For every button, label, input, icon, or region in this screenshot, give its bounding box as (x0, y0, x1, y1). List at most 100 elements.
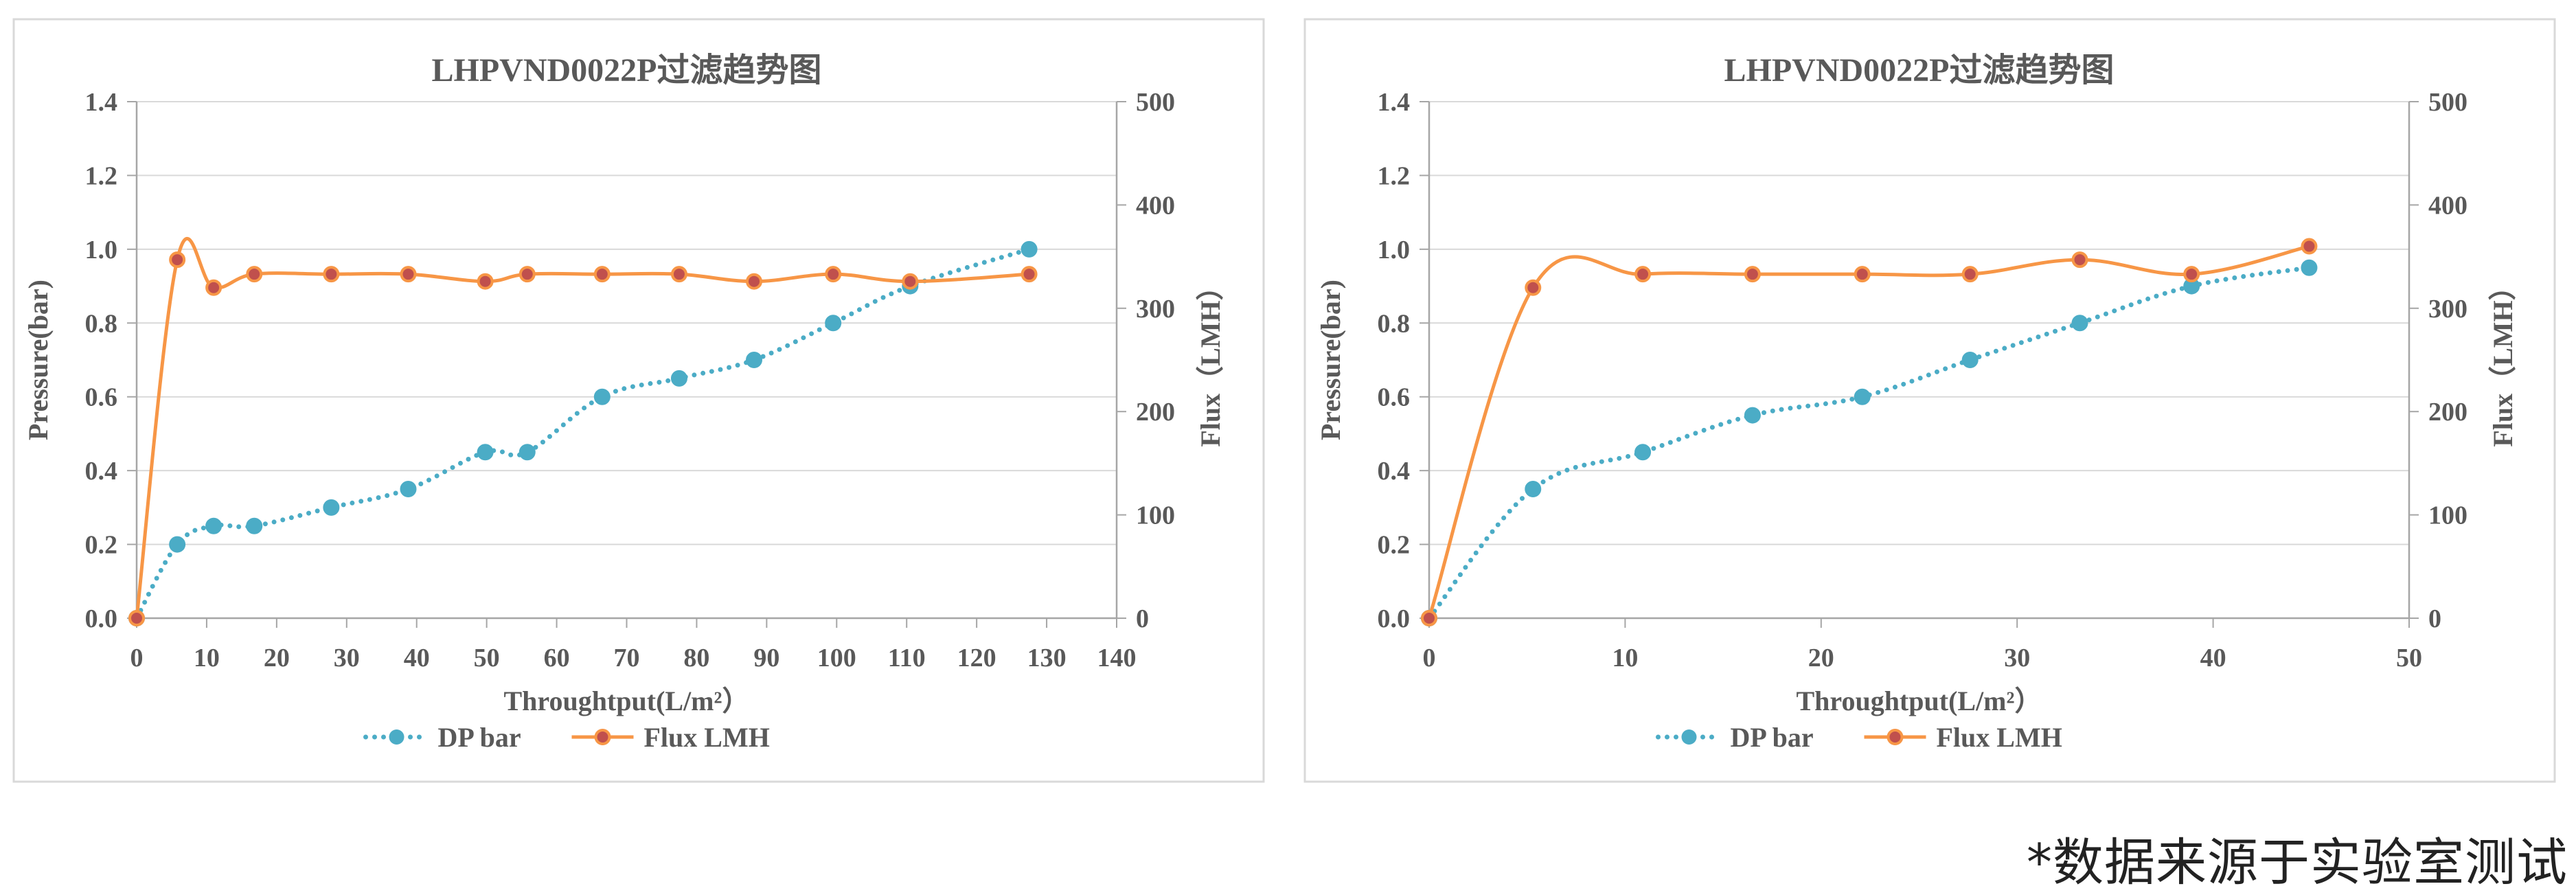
x-tick-label: 130 (1027, 644, 1067, 672)
flux-point (2071, 251, 2088, 269)
y-tick-label: 0.8 (1378, 309, 1411, 338)
legend-dp-label: DP bar (438, 722, 521, 753)
chart-panel-2: LHPVND0022P过滤趋势图 0.0 0.2 0.4 0.6 0.8 1.0 1.2 1.4… (1303, 18, 2556, 783)
legend-flux-marker (1887, 729, 1904, 745)
y2-tick-label: 400 (1136, 191, 1175, 220)
x-tick-label: 140 (1097, 644, 1137, 672)
dp-point (746, 352, 763, 368)
flux-series-line (1427, 245, 2310, 619)
x-tick-label: 20 (1808, 644, 1834, 672)
x-tick-label: 0 (1423, 644, 1436, 672)
flux-point (246, 266, 263, 283)
flux-point (400, 266, 417, 283)
dp-point (1021, 240, 1038, 258)
chart-panel-1: LHPVND0022P过滤趋势图 0.0 0.2 0.4 0.6 0.8 1.0 1.2 1.4… (12, 18, 1265, 783)
y2-tick-label: 0 (2428, 604, 2441, 633)
dp-point (323, 499, 340, 516)
y2-tick-label: 0 (1136, 604, 1149, 633)
flux-point (593, 266, 611, 283)
y2-tick-label: 100 (2428, 501, 2467, 530)
y-axis-label: Pressure(bar) (1315, 280, 1346, 440)
dp-point (825, 315, 842, 332)
chart-title: LHPVND0022P过滤趋势图 (1724, 52, 2115, 89)
x-tick-label: 110 (888, 644, 926, 672)
chart-title: LHPVND0022P过滤趋势图 (432, 52, 822, 89)
flux-point (670, 266, 687, 283)
flux-point (477, 273, 494, 290)
flux-point (1421, 610, 1437, 626)
y-tick-label: 1.0 (85, 236, 118, 264)
x-tick-label: 80 (683, 644, 709, 672)
x-tick-label: 50 (474, 644, 500, 672)
y-tick-label: 0.6 (1378, 383, 1411, 412)
flux-point (2301, 238, 2318, 255)
flux-point (128, 610, 145, 626)
y-tick-label: 1.4 (1378, 88, 1411, 117)
y2-axis-label: Flux（LMH） (1195, 273, 1226, 446)
dp-point (518, 444, 536, 461)
y-tick-label: 0.4 (1378, 457, 1411, 486)
flux-point (825, 266, 842, 283)
y-tick-label: 0.6 (85, 383, 118, 412)
chart-frame (1303, 18, 2556, 783)
flux-point (1021, 266, 1038, 283)
y2-tick-label: 500 (2428, 88, 2467, 117)
flux-point (2183, 266, 2200, 283)
x-tick-label: 50 (2396, 644, 2422, 672)
y2-tick-label: 100 (1136, 501, 1175, 530)
dp-point (1854, 388, 1871, 405)
x-axis-label: Throughtput(L/m²） (1796, 686, 2042, 716)
x-tick-label: 30 (334, 644, 360, 672)
y-tick-label: 0.0 (1378, 604, 1411, 633)
legend: DP bar Flux LMH (1656, 722, 2062, 753)
flux-point (746, 273, 763, 290)
y2-tick-label: 300 (2428, 295, 2467, 324)
x-tick-label: 40 (404, 644, 430, 672)
legend-dp-label: DP bar (1731, 722, 1814, 753)
x-tick-label: 30 (2004, 644, 2030, 672)
flux-point (169, 251, 186, 269)
dp-point (169, 536, 186, 553)
y-tick-label: 0.2 (1378, 531, 1411, 560)
legend-dp-marker (1681, 729, 1697, 745)
x-tick-label: 40 (2200, 644, 2226, 672)
dp-point (1525, 481, 1542, 497)
x-tick-label: 120 (957, 644, 996, 672)
y-axis-label: Pressure(bar) (23, 280, 54, 440)
footnote: *数据来源于实验室测试 (2027, 833, 2568, 892)
flux-point (1525, 279, 1542, 296)
x-tick-label: 70 (614, 644, 640, 672)
y-tick-label: 1.4 (85, 88, 118, 117)
legend-dp-marker (389, 729, 404, 745)
flux-point (902, 273, 919, 290)
y2-tick-label: 200 (1136, 398, 1175, 427)
y2-tick-label: 300 (1136, 295, 1175, 324)
x-tick-label: 90 (753, 644, 779, 672)
x-axis-label: Throughtput(L/m²） (503, 686, 749, 716)
flux-point (1961, 266, 1979, 283)
y2-tick-label: 200 (2428, 398, 2467, 427)
x-tick-label: 10 (1612, 644, 1638, 672)
flux-point (323, 266, 340, 283)
y2-tick-label: 400 (2428, 191, 2467, 220)
y-tick-label: 0.4 (85, 457, 118, 486)
dp-point (1961, 352, 1979, 368)
x-tick-label: 60 (544, 644, 570, 672)
flux-point (1744, 266, 1761, 283)
dp-point (246, 517, 263, 534)
legend: DP bar Flux LMH (363, 722, 770, 753)
dp-point (593, 388, 611, 405)
y-tick-label: 0.0 (85, 604, 118, 633)
dp-point (205, 517, 223, 534)
dp-point (477, 444, 494, 461)
y-tick-label: 0.8 (85, 309, 118, 338)
legend-flux-label: Flux LMH (644, 722, 770, 753)
y-tick-label: 1.0 (1378, 236, 1411, 264)
legend-flux-label: Flux LMH (1937, 722, 2062, 753)
chart-frame (12, 18, 1265, 783)
flux-point (1854, 266, 1871, 283)
x-tick-label: 0 (130, 644, 144, 672)
flux-point (518, 266, 536, 283)
dp-point (1634, 444, 1652, 461)
